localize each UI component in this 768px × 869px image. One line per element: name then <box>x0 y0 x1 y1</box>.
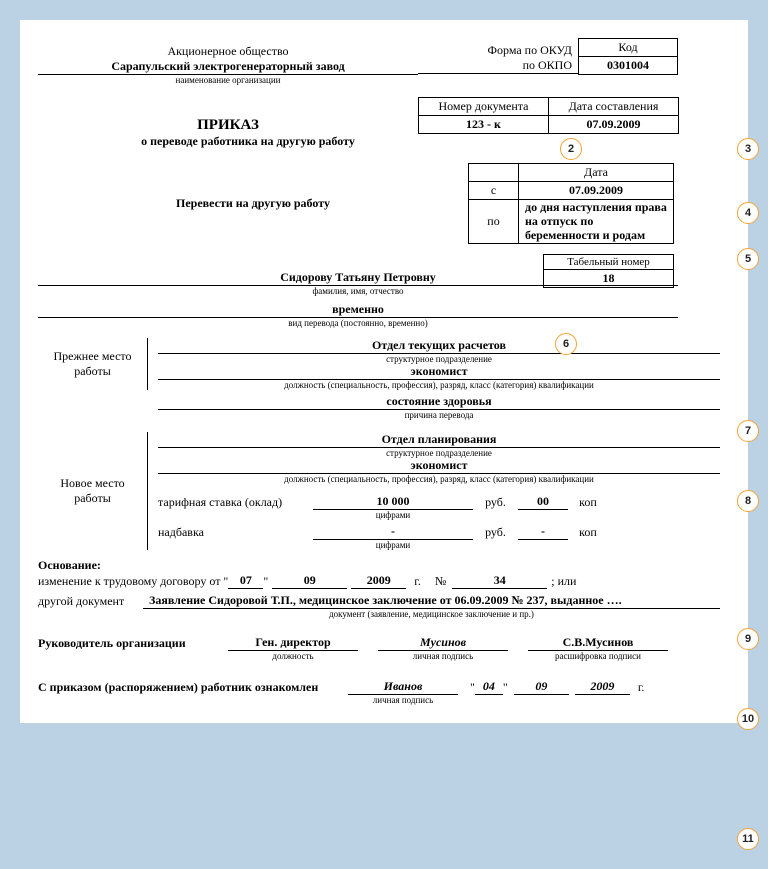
prev-pos-sub: должность (специальность, профессия), ра… <box>158 380 720 390</box>
sign2: Иванов <box>348 679 458 695</box>
basis-num: 34 <box>452 573 547 589</box>
bonus-label: надбавка <box>158 525 313 540</box>
tabel-table: Табельный номер 18 <box>543 254 674 288</box>
transfer-date-head: Дата <box>519 164 674 182</box>
po-label: по <box>469 200 519 244</box>
title-row: ПРИКАЗ Номер документа Дата составления … <box>38 97 720 134</box>
org-type: Акционерное общество <box>38 44 418 59</box>
new-pos: экономист <box>158 458 720 474</box>
annotation-badge: 7 <box>737 420 759 442</box>
po-value: до дня наступления права на отпуск по бе… <box>519 200 674 244</box>
annotation-badge: 10 <box>737 708 759 730</box>
other-doc-label: другой документ <box>38 594 143 609</box>
new-dept: Отдел планирования <box>158 432 720 448</box>
document-page: Акционерное общество Сарапульский электр… <box>20 20 748 723</box>
okpo-label: по ОКПО <box>418 58 578 74</box>
tabel-label: Табельный номер <box>544 255 674 270</box>
ack-year: 2009 <box>575 679 630 695</box>
annotation-badge: 9 <box>737 628 759 650</box>
annotation-badge: 5 <box>737 248 759 270</box>
transfer-type: временно <box>38 302 678 318</box>
new-label1: Новое место <box>38 476 147 491</box>
bonus-val: - <box>313 524 473 540</box>
ack-row: С приказом (распоряжением) работник озна… <box>38 679 720 695</box>
other-doc-value: Заявление Сидоровой Т.П., медицинское за… <box>143 593 720 609</box>
docnum-value: 123 - к <box>419 116 549 134</box>
position: Ген. директор <box>228 635 358 651</box>
transfer-table: Дата с 07.09.2009 по до дня наступления … <box>468 163 674 244</box>
docnum-table: Номер документа Дата составления 123 - к… <box>418 97 679 134</box>
header-row: Акционерное общество Сарапульский электр… <box>38 38 720 75</box>
prev-dept: Отдел текущих расчетов <box>158 338 720 354</box>
transfer-type-sub: вид перевода (постоянно, временно) <box>38 318 678 328</box>
basis-label: Основание: <box>38 558 720 573</box>
transfer-row: Перевести на другую работу Дата с 07.09.… <box>38 163 720 244</box>
other-doc-sub: документ (заявление, медицинское заключе… <box>143 609 720 619</box>
s-label: с <box>469 182 519 200</box>
sig-name: С.В.Мусинов <box>528 635 668 651</box>
annotation-badge: 4 <box>737 202 759 224</box>
prev-pos: экономист <box>158 364 720 380</box>
head-label: Руководитель организации <box>38 636 228 651</box>
salary-label: тарифная ставка (оклад) <box>158 495 313 510</box>
prikaz-title: ПРИКАЗ <box>38 117 418 134</box>
new-pos-sub: должность (специальность, профессия), ра… <box>158 474 720 484</box>
bonus-kop: - <box>518 524 568 540</box>
org-name: Сарапульский электрогенераторный завод <box>38 59 418 75</box>
prev-label1: Прежнее место <box>38 349 147 364</box>
basis-month: 09 <box>272 573 347 589</box>
kod-label: Код <box>578 38 678 57</box>
salary-val: 10 000 <box>313 494 473 510</box>
tabel-value: 18 <box>544 270 674 288</box>
annotation-badge: 2 <box>560 138 582 160</box>
sign1: Мусинов <box>378 635 508 651</box>
rub1: руб. <box>473 495 518 510</box>
ack-month: 09 <box>514 679 569 695</box>
basis-line1: изменение к трудовому договору от " 07 "… <box>38 573 720 589</box>
s-value: 07.09.2009 <box>519 182 674 200</box>
kop2: коп <box>568 525 608 540</box>
prikaz-sub: о переводе работника на другую работу <box>38 134 458 149</box>
prev-label2: работы <box>38 364 147 379</box>
kod-value: 0301004 <box>578 57 678 75</box>
salary-sub: цифрами <box>313 510 473 520</box>
prev-dept-sub: структурное подразделение <box>158 354 720 364</box>
kop1: коп <box>568 495 608 510</box>
ack-label: С приказом (распоряжением) работник озна… <box>38 680 348 695</box>
bonus-sub: цифрами <box>313 540 473 550</box>
transfer-heading: Перевести на другую работу <box>38 196 468 211</box>
okud-label: Форма по ОКУД <box>418 43 578 58</box>
date-value: 07.09.2009 <box>549 116 679 134</box>
new-block: Новое место работы Отдел планирования ст… <box>38 432 720 550</box>
annotation-badge: 8 <box>737 490 759 512</box>
basis-line2: другой документ Заявление Сидоровой Т.П.… <box>38 593 720 609</box>
rub2: руб. <box>473 525 518 540</box>
prev-reason-sub: причина перевода <box>158 410 720 420</box>
prev-block: Прежнее место работы Отдел текущих расче… <box>38 338 720 390</box>
date-label: Дата составления <box>549 98 679 116</box>
annotation-badge: 11 <box>737 828 759 850</box>
sig-row: Руководитель организации Ген. директор М… <box>38 635 720 651</box>
docnum-label: Номер документа <box>419 98 549 116</box>
salary-kop: 00 <box>518 494 568 510</box>
prev-reason: состояние здоровья <box>158 394 720 410</box>
new-label2: работы <box>38 491 147 506</box>
ack-day: 04 <box>475 679 503 695</box>
new-dept-sub: структурное подразделение <box>158 448 720 458</box>
basis-year: 2009 <box>351 573 406 589</box>
annotation-badge: 3 <box>737 138 759 160</box>
basis-day: 07 <box>228 573 263 589</box>
annotation-badge: 6 <box>555 333 577 355</box>
org-sub: наименование организации <box>38 75 418 85</box>
